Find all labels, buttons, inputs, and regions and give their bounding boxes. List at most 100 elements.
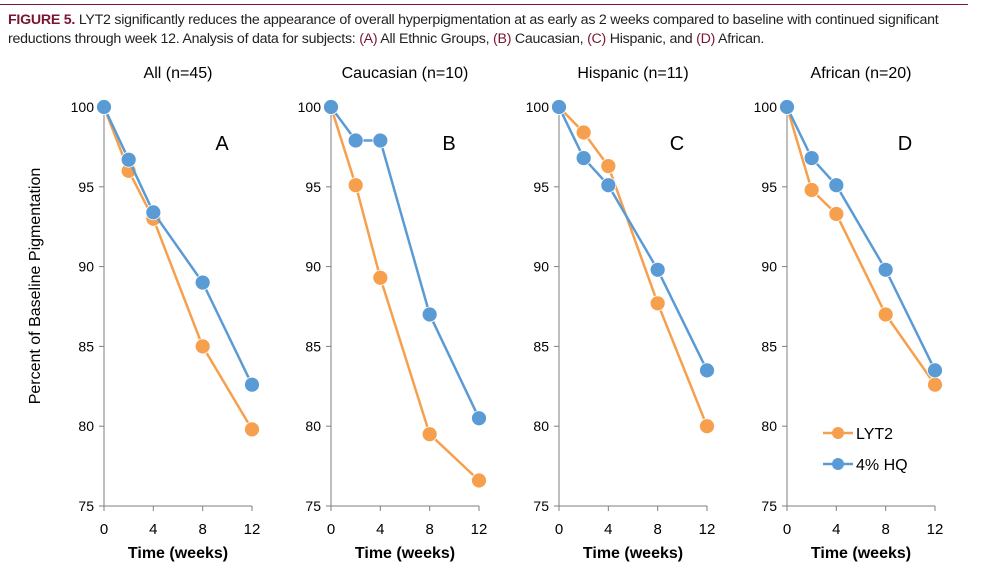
y-tick-label: 100 [71,99,95,115]
x-tick-label: 12 [699,521,716,538]
data-point-lyt2 [877,306,894,323]
y-tick-label: 100 [298,99,322,115]
caption-label-c: (C) [587,31,607,47]
y-tick-label: 100 [754,99,778,115]
y-tick-label: 90 [533,259,549,275]
data-point-hq [244,376,260,393]
data-point-lyt2 [244,421,260,438]
series-line-hq [102,106,254,386]
y-tick-label: 75 [533,498,549,514]
data-point-lyt2 [471,472,487,489]
data-point-hq [575,150,592,166]
data-point-hq [779,99,795,115]
data-point-hq [194,274,211,291]
y-tick-label: 80 [78,418,94,434]
x-tick-label: 4 [149,521,157,538]
data-point-hq [120,151,137,168]
data-point-lyt2 [600,158,617,174]
panel-title: Hispanic (n=11) [577,65,688,82]
x-tick-label: 8 [425,521,433,538]
panel-title: African (n=20) [811,65,912,82]
panel-title: All (n=45) [144,65,213,82]
x-axis-label: Time (weeks) [355,545,455,562]
y-axis-label: Percent of Baseline Pigmentation [27,168,44,405]
caption-text-a: All Ethnic Groups, [377,31,494,47]
x-tick-label: 8 [653,521,661,538]
data-point-hq [649,261,666,278]
data-point-hq [600,177,617,194]
panel-letter: C [670,133,684,155]
y-tick-label: 95 [305,179,321,195]
y-tick-label: 100 [526,99,550,115]
y-tick-label: 90 [761,259,777,275]
series-line-lyt2 [785,106,937,386]
y-tick-label: 90 [78,259,94,275]
y-tick-label: 85 [78,338,94,354]
panel-a: All (n=45) A 75 80 85 90 95 100 0 4 8 12 Time (weeks… [71,65,261,562]
data-point-hq [551,99,567,115]
series-line-hq [785,106,937,371]
data-point-hq [877,261,894,278]
data-point-hq [421,306,438,323]
legend-marker [832,458,844,470]
top-rule [0,4,968,5]
y-tick-label: 85 [761,338,777,354]
y-tick-label: 80 [305,418,321,434]
data-point-lyt2 [421,426,438,443]
x-tick-label: 8 [881,521,889,538]
caption-text-d: African. [715,31,765,47]
x-tick-label: 0 [555,521,563,538]
caption-label-d: (D) [696,31,716,47]
series-line-hq [557,106,709,371]
x-tick-label: 12 [471,521,488,538]
x-axis-label: Time (weeks) [811,545,911,562]
x-tick-label: 12 [244,521,261,538]
panel-d: African (n=20) D 75 80 85 90 95 100 0 4 8 12 Time (w… [754,65,944,562]
caption-label-b: (B) [493,31,512,47]
data-point-hq [96,99,112,115]
caption-text-c: Hispanic, and [606,31,697,47]
y-tick-label: 85 [533,338,549,354]
y-tick-label: 75 [78,498,94,514]
x-tick-label: 4 [604,521,612,538]
y-tick-label: 80 [533,418,549,434]
data-point-hq [927,362,943,379]
data-point-hq [699,362,715,379]
legend-label: 4% HQ [856,457,908,474]
data-point-hq [145,204,162,221]
data-point-lyt2 [649,295,666,312]
data-point-hq [471,410,487,427]
data-point-lyt2 [575,124,592,141]
data-point-lyt2 [194,338,211,355]
y-tick-label: 75 [761,498,777,514]
data-point-hq [323,99,339,115]
y-tick-label: 85 [305,338,321,354]
panel-title: Caucasian (n=10) [342,65,469,82]
caption-label-a: (A) [359,31,378,47]
x-tick-label: 0 [327,521,335,538]
x-tick-label: 4 [376,521,384,538]
data-point-hq [372,132,389,149]
series-line-hq [329,106,481,419]
x-tick-label: 8 [198,521,206,538]
data-point-lyt2 [803,182,820,198]
panel-letter: A [215,133,229,155]
y-tick-label: 90 [305,259,321,275]
y-tick-label: 80 [761,418,777,434]
data-point-lyt2 [372,269,389,286]
panel-letter: D [898,133,912,155]
legend-label: LYT2 [856,426,893,443]
data-point-lyt2 [699,418,715,435]
data-point-lyt2 [828,206,845,222]
data-point-lyt2 [927,376,943,393]
x-tick-label: 4 [832,521,840,538]
data-point-hq [803,150,820,166]
y-tick-label: 95 [761,179,777,195]
figure-caption: FIGURE 5. LYT2 significantly reduces the… [8,11,968,49]
x-axis-label: Time (weeks) [583,545,683,562]
y-tick-label: 95 [533,179,549,195]
series-line-lyt2 [329,106,480,482]
y-tick-label: 75 [305,498,321,514]
caption-text: LYT2 significantly reduces the appearanc… [8,12,939,47]
